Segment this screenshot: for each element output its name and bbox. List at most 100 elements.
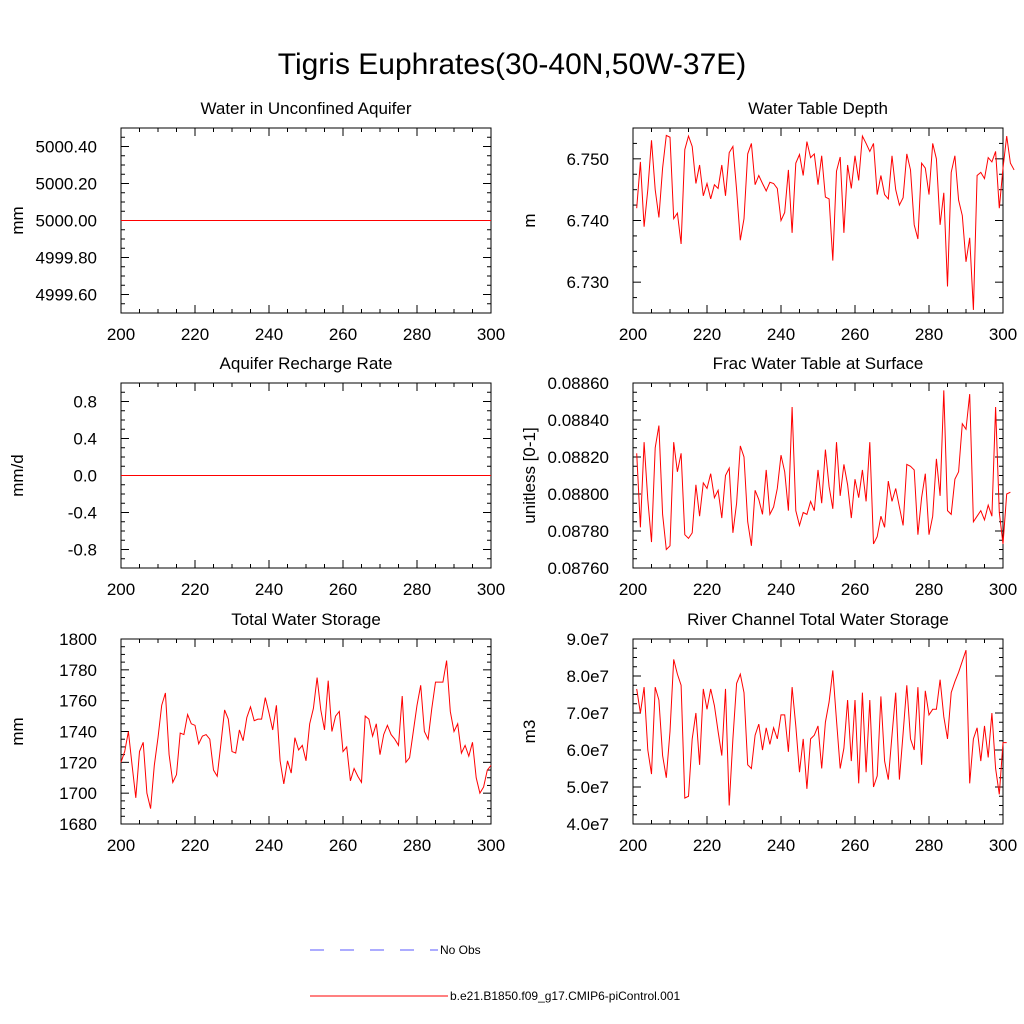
x-tick-label: 240 bbox=[767, 580, 795, 599]
panel-title: Water in Unconfined Aquifer bbox=[200, 99, 411, 118]
y-tick-label: 0.08800 bbox=[548, 485, 609, 504]
panel-title: River Channel Total Water Storage bbox=[687, 610, 949, 629]
legend-swatch-model bbox=[310, 995, 448, 997]
x-tick-label: 280 bbox=[403, 580, 431, 599]
x-tick-label: 260 bbox=[841, 836, 869, 855]
x-tick-label: 240 bbox=[767, 325, 795, 344]
x-tick-label: 200 bbox=[619, 325, 647, 344]
y-tick-label: 1740 bbox=[59, 723, 97, 742]
y-tick-label: 5.0e7 bbox=[566, 778, 609, 797]
y-tick-label: 6.740 bbox=[566, 212, 609, 231]
x-tick-label: 240 bbox=[767, 836, 795, 855]
x-tick-label: 200 bbox=[107, 325, 135, 344]
x-tick-label: 200 bbox=[107, 836, 135, 855]
legend-item-model: b.e21.B1850.f09_g17.CMIP6-piControl.001 bbox=[310, 986, 680, 1006]
y-tick-label: 9.0e7 bbox=[566, 630, 609, 649]
x-tick-label: 260 bbox=[329, 836, 357, 855]
y-tick-label: 6.730 bbox=[566, 273, 609, 292]
page-title: Tigris Euphrates(30-40N,50W-37E) bbox=[277, 48, 747, 81]
x-tick-label: 240 bbox=[255, 580, 283, 599]
y-tick-label: 7.0e7 bbox=[566, 704, 609, 723]
y-tick-label: -0.8 bbox=[68, 541, 97, 560]
y-tick-label: 4999.60 bbox=[36, 286, 97, 305]
panel-title: Aquifer Recharge Rate bbox=[220, 354, 393, 373]
x-tick-label: 300 bbox=[989, 580, 1017, 599]
x-tick-label: 300 bbox=[989, 836, 1017, 855]
x-tick-label: 260 bbox=[841, 580, 869, 599]
x-tick-label: 200 bbox=[619, 836, 647, 855]
y-tick-label: 4.0e7 bbox=[566, 815, 609, 834]
y-tick-label: 6.0e7 bbox=[566, 741, 609, 760]
y-tick-label: 1680 bbox=[59, 815, 97, 834]
series-line bbox=[120, 660, 492, 809]
x-tick-label: 260 bbox=[329, 325, 357, 344]
chart-panel-5: Total Water Storage mm 200 220 240 260 280 300 1… bbox=[8, 610, 505, 855]
panel-title: Frac Water Table at Surface bbox=[713, 354, 924, 373]
chart-panel-6: River Channel Total Water Storage m3 200 22… bbox=[520, 610, 1017, 855]
x-tick-label: 260 bbox=[841, 325, 869, 344]
legend-swatch-obs bbox=[310, 949, 438, 951]
x-tick-label: 200 bbox=[619, 580, 647, 599]
y-tick-label: 6.750 bbox=[566, 150, 609, 169]
x-tick-label: 220 bbox=[693, 325, 721, 344]
y-axis-label: mm bbox=[8, 717, 27, 745]
y-axis-label: mm bbox=[8, 206, 27, 234]
y-tick-label: 0.8 bbox=[73, 393, 97, 412]
y-tick-label: 1720 bbox=[59, 753, 97, 772]
y-tick-label: 1700 bbox=[59, 784, 97, 803]
y-tick-label: 8.0e7 bbox=[566, 667, 609, 686]
x-tick-label: 220 bbox=[181, 580, 209, 599]
y-tick-label: 1780 bbox=[59, 661, 97, 680]
chart-panel-4: Frac Water Table at Surface unitless [0-1… bbox=[520, 354, 1017, 599]
y-tick-label: 5000.40 bbox=[36, 138, 97, 157]
x-tick-label: 280 bbox=[915, 580, 943, 599]
x-tick-label: 240 bbox=[255, 836, 283, 855]
x-tick-label: 280 bbox=[915, 836, 943, 855]
x-tick-label: 300 bbox=[477, 325, 505, 344]
y-tick-label: 1760 bbox=[59, 692, 97, 711]
x-tick-label: 220 bbox=[181, 325, 209, 344]
plot-frame bbox=[120, 638, 492, 825]
y-tick-label: 0.08780 bbox=[548, 522, 609, 541]
y-tick-label: 0.08860 bbox=[548, 374, 609, 393]
panel-title: Total Water Storage bbox=[231, 610, 381, 629]
plot-frame bbox=[632, 382, 1004, 569]
y-tick-label: 0.08840 bbox=[548, 411, 609, 430]
y-axis-label: mm/d bbox=[8, 454, 27, 497]
y-axis-label: unitless [0-1] bbox=[520, 427, 539, 523]
y-tick-label: 0.4 bbox=[73, 430, 97, 449]
legend-label-obs: No Obs bbox=[440, 943, 481, 957]
x-tick-label: 300 bbox=[477, 836, 505, 855]
x-tick-label: 300 bbox=[989, 325, 1017, 344]
chart-panel-1: Water in Unconfined Aquifer mm 200 220 240 26… bbox=[8, 99, 505, 344]
y-tick-label: 5000.20 bbox=[36, 175, 97, 194]
x-tick-label: 260 bbox=[329, 580, 357, 599]
x-tick-label: 240 bbox=[255, 325, 283, 344]
y-axis-label: m3 bbox=[520, 720, 539, 744]
y-tick-label: 1800 bbox=[59, 630, 97, 649]
x-tick-label: 280 bbox=[915, 325, 943, 344]
x-tick-label: 280 bbox=[403, 325, 431, 344]
legend-item-obs: No Obs bbox=[310, 940, 481, 960]
chart-panel-3: Aquifer Recharge Rate mm/d 200 220 240 260 280… bbox=[8, 354, 505, 599]
x-tick-label: 200 bbox=[107, 580, 135, 599]
x-tick-label: 220 bbox=[181, 836, 209, 855]
panel-title: Water Table Depth bbox=[748, 99, 888, 118]
x-tick-label: 300 bbox=[477, 580, 505, 599]
y-tick-label: -0.4 bbox=[68, 504, 97, 523]
y-tick-label: 0.0 bbox=[73, 467, 97, 486]
chart-panel-2: Water Table Depth m 200 220 240 260 280 300 6.73… bbox=[520, 99, 1017, 344]
x-tick-label: 280 bbox=[403, 836, 431, 855]
y-tick-label: 4999.80 bbox=[36, 249, 97, 268]
y-axis-label: m bbox=[520, 213, 539, 227]
legend-label-model: b.e21.B1850.f09_g17.CMIP6-piControl.001 bbox=[450, 989, 681, 1003]
y-tick-label: 5000.00 bbox=[36, 212, 97, 231]
x-tick-label: 220 bbox=[693, 836, 721, 855]
series-line bbox=[636, 134, 1015, 310]
series-line bbox=[636, 390, 1011, 551]
y-tick-label: 0.08760 bbox=[548, 559, 609, 578]
series-line bbox=[636, 649, 1007, 806]
y-tick-label: 0.08820 bbox=[548, 448, 609, 467]
x-tick-label: 220 bbox=[693, 580, 721, 599]
